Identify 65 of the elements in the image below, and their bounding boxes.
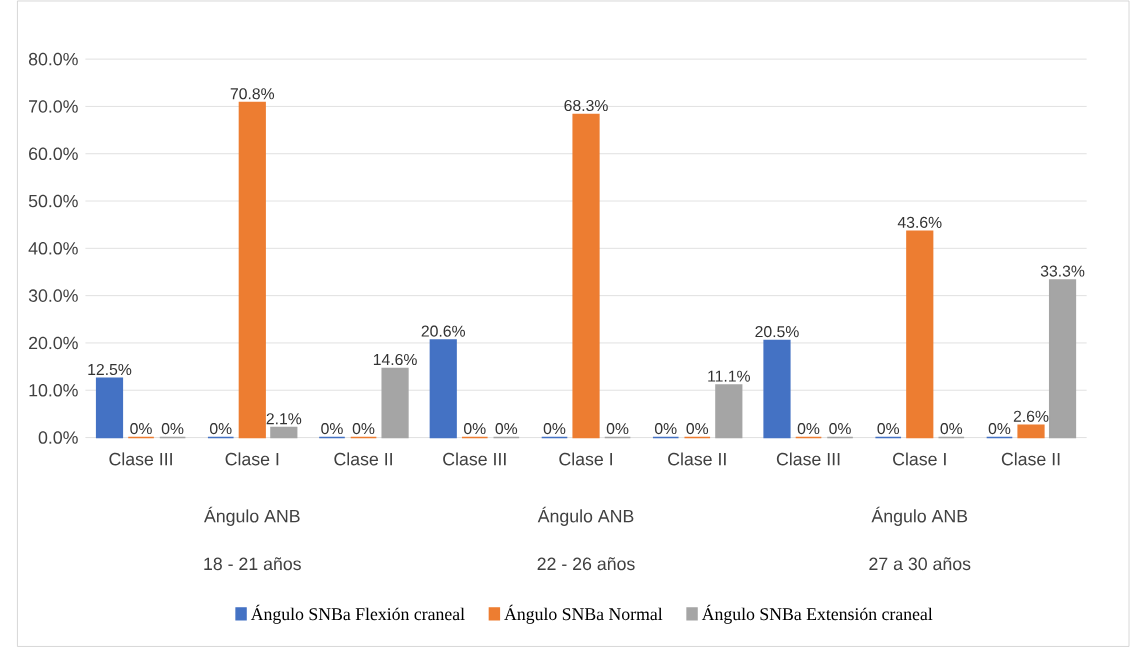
data-label: 0% <box>829 422 851 434</box>
x-tick-label: Clase II <box>668 452 726 466</box>
bar <box>381 367 409 439</box>
bar <box>1048 279 1077 439</box>
data-label: 0% <box>352 422 375 434</box>
data-label: 20.6% <box>421 325 466 337</box>
data-label: 0% <box>495 422 518 434</box>
y-tick-label: 0.0% <box>38 431 78 444</box>
legend-label: Ángulo SNBa Flexión craneal <box>250 604 465 624</box>
x-tick-label: Clase III <box>443 452 506 466</box>
bar <box>270 426 298 439</box>
text: 18 - 21 años <box>204 557 301 570</box>
x-tick-label: Clase II <box>1001 452 1060 466</box>
bar <box>572 113 600 439</box>
data-label: 2.1% <box>266 412 302 425</box>
y-tick-label: 40.0% <box>28 241 78 255</box>
x-tick-label: Clase III <box>109 452 172 466</box>
y-tick-label: 30.0% <box>28 289 78 302</box>
text: Ángulo ANB <box>204 506 300 526</box>
data-label: 0% <box>877 422 900 434</box>
bar <box>763 339 791 439</box>
data-label: 33.3% <box>1040 265 1085 277</box>
bar <box>906 230 934 439</box>
data-label: 2.6% <box>1013 410 1049 422</box>
data-label: 0% <box>654 422 677 434</box>
bar <box>715 384 743 439</box>
data-label: 0% <box>606 422 629 434</box>
data-label: 0% <box>797 422 820 434</box>
legend-label: Ángulo SNBa Extensión craneal <box>701 604 933 624</box>
data-label: 0% <box>940 422 963 434</box>
bar <box>1017 424 1045 439</box>
data-label: 0% <box>209 422 232 434</box>
data-label: 0% <box>321 422 343 434</box>
y-tick-label: 70.0% <box>29 99 78 113</box>
y-tick-label: 20.0% <box>29 336 78 350</box>
y-tick-label: 80.0% <box>28 52 78 66</box>
text: 27 a 30 años <box>869 557 971 570</box>
y-tick-label: 60.0% <box>29 147 78 160</box>
y-tick-label: 10.0% <box>29 383 78 397</box>
data-label: 0% <box>988 422 1011 434</box>
x-tick-label: Clase I <box>225 452 279 466</box>
data-label: 20.5% <box>755 325 799 337</box>
data-label: 68.3% <box>564 99 608 111</box>
data-label: 0% <box>161 422 184 434</box>
data-label: 12.5% <box>88 363 132 375</box>
data-label: 0% <box>686 422 709 434</box>
data-label: 0% <box>543 422 566 434</box>
legend-label: Ángulo SNBa Normal <box>504 604 663 624</box>
text: 22 - 26 años <box>537 557 635 570</box>
x-tick-label: Clase I <box>893 452 946 466</box>
text: Ángulo ANB <box>871 506 968 526</box>
data-label: 70.8% <box>230 87 275 100</box>
bar <box>238 101 266 439</box>
data-label: 14.6% <box>373 353 417 365</box>
data-label: 11.1% <box>708 370 750 382</box>
data-label: 43.6% <box>897 216 942 228</box>
x-tick-label: Clase I <box>559 452 612 466</box>
text: Ángulo ANB <box>537 506 634 526</box>
bar <box>429 339 457 439</box>
x-tick-label: Clase III <box>776 452 840 466</box>
data-label: 0% <box>464 422 486 434</box>
y-tick-label: 50.0% <box>28 194 78 208</box>
data-label: 0% <box>130 422 152 434</box>
bar <box>95 377 124 439</box>
x-tick-label: Clase II <box>334 452 392 466</box>
